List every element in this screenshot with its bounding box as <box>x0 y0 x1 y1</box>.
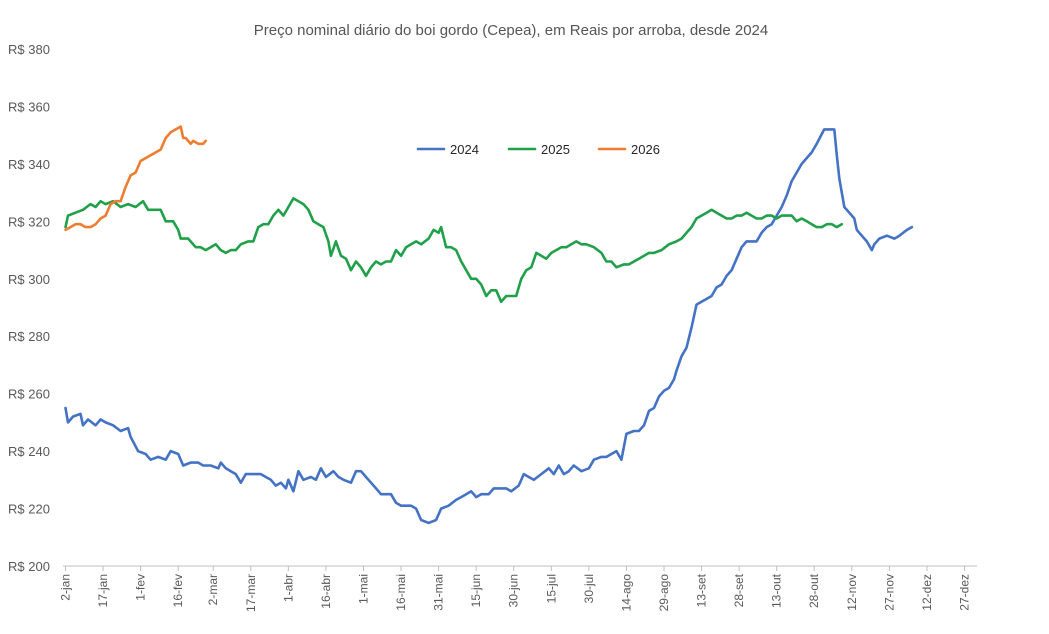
series-lines <box>64 125 914 525</box>
x-tick-label: 27-nov <box>882 574 896 611</box>
legend-label-2024: 2024 <box>450 142 479 157</box>
series-line-2024 <box>64 128 914 525</box>
x-tick-label: 12-dez <box>920 574 934 611</box>
x-tick-label: 30-jun <box>507 574 521 607</box>
x-tick-label: 12-nov <box>845 574 859 611</box>
x-tick-label: 2-jan <box>59 574 73 601</box>
series-line-2026 <box>64 125 207 232</box>
y-tick-label: R$ 380 <box>8 42 50 57</box>
y-tick-label: R$ 300 <box>8 272 50 287</box>
y-tick-label: R$ 200 <box>8 559 50 574</box>
x-tick-label: 30-jul <box>582 574 596 603</box>
x-tick-label: 13-out <box>770 573 784 608</box>
y-tick-label: R$ 360 <box>8 99 50 114</box>
x-tick-label: 13-set <box>695 573 709 607</box>
x-tick-label: 15-jun <box>469 574 483 607</box>
x-tick-label: 14-ago <box>619 574 633 612</box>
chart-title: Preço nominal diário do boi gordo (Cepea… <box>254 22 768 39</box>
x-axis-ticks: 2-jan 17-jan 1-fev 16-fev 2-mar 17-mar 1-abr 16… <box>59 566 971 612</box>
x-tick-label: 29-ago <box>657 574 671 612</box>
y-tick-label: R$ 220 <box>8 502 50 517</box>
x-tick-label: 15-jul <box>544 574 558 603</box>
legend-label-2025: 2025 <box>541 142 570 157</box>
x-tick-label: 16-fev <box>171 574 185 607</box>
x-tick-label: 27-dez <box>957 574 971 611</box>
x-tick-label: 28-out <box>807 573 821 608</box>
y-tick-label: R$ 280 <box>8 329 50 344</box>
legend-label-2026: 2026 <box>631 142 660 157</box>
x-tick-label: 17-jan <box>96 574 110 607</box>
x-tick-label: 31-mai <box>432 574 446 611</box>
x-tick-label: 1-abr <box>281 574 295 602</box>
legend: 2024 2025 2026 <box>416 142 660 157</box>
series-line-2025 <box>64 197 844 304</box>
y-tick-label: R$ 260 <box>8 387 50 402</box>
y-tick-label: R$ 340 <box>8 157 50 172</box>
y-tick-label: R$ 320 <box>8 214 50 229</box>
y-tick-label: R$ 240 <box>8 444 50 459</box>
x-tick-label: 17-mar <box>244 574 258 612</box>
x-tick-label: 16-abr <box>319 574 333 609</box>
x-tick-label: 1-fev <box>134 574 148 601</box>
x-tick-label: 1-mai <box>356 574 370 604</box>
x-tick-label: 2-mar <box>206 574 220 605</box>
x-tick-label: 28-set <box>732 573 746 607</box>
y-axis-labels: R$ 200 R$ 220 R$ 240 R$ 260 R$ 280 R$ 300 R$ 3… <box>8 42 50 574</box>
x-tick-label: 16-mai <box>394 574 408 611</box>
